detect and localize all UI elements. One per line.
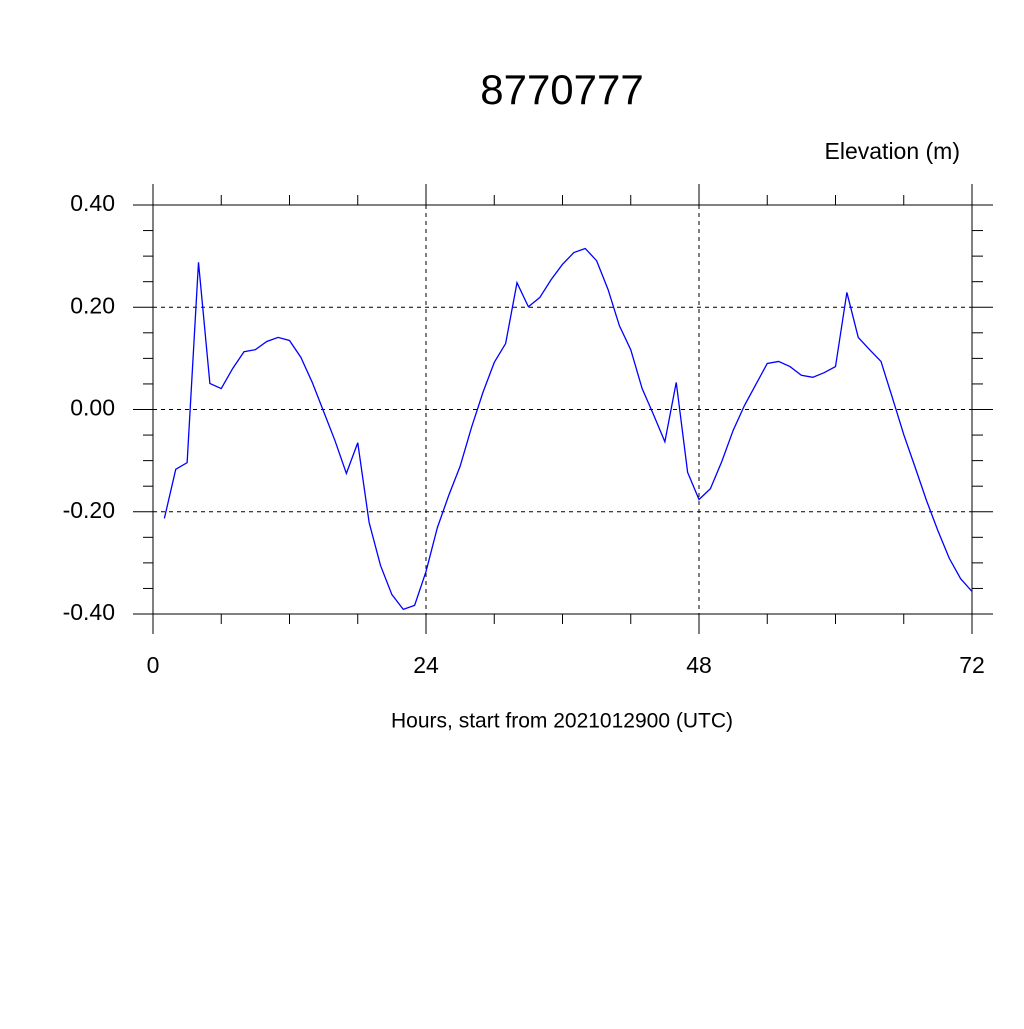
y-tick-label: -0.40 <box>63 599 115 625</box>
x-tick-label: 24 <box>413 652 439 678</box>
x-tick-label: 72 <box>959 652 985 678</box>
x-axis-label: Hours, start from 2021012900 (UTC) <box>391 710 733 733</box>
y-tick-label: 0.00 <box>70 395 115 421</box>
y-tick-label: 0.20 <box>70 292 115 318</box>
data-line <box>163 247 973 611</box>
chart-title: 8770777 <box>480 66 644 113</box>
y-tick-label: -0.20 <box>63 497 115 523</box>
plot-frame <box>152 204 973 615</box>
x-tick-label: 48 <box>686 652 712 678</box>
y-tick-label: 0.40 <box>70 190 115 216</box>
x-tick-label: 0 <box>147 652 160 678</box>
y-axis-label: Elevation (m) <box>825 138 960 164</box>
